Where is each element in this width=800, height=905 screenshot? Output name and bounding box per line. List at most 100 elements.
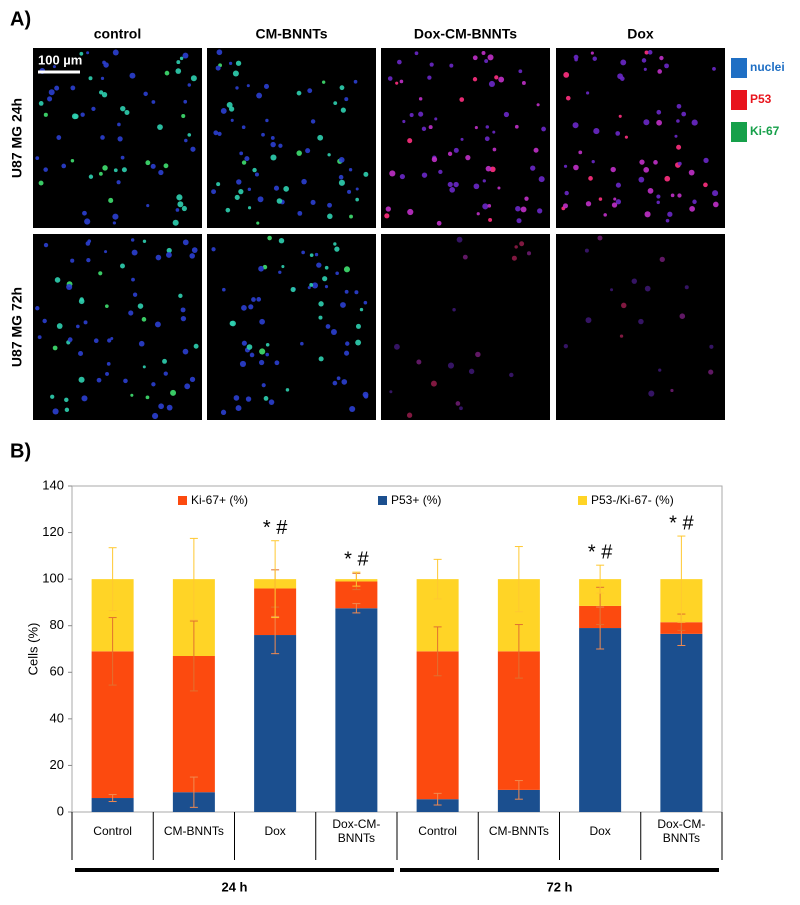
cell: [355, 197, 359, 202]
cell: [54, 277, 61, 283]
cell: [145, 160, 151, 166]
y-tick-label: 0: [57, 803, 64, 818]
cell: [416, 359, 422, 365]
cell: [418, 111, 424, 117]
cell: [314, 252, 319, 257]
legend-label: nuclei: [750, 60, 785, 74]
cell: [151, 382, 156, 387]
cell: [247, 206, 252, 210]
cell: [476, 212, 480, 216]
cell: [644, 50, 649, 55]
cell: [563, 72, 570, 78]
cell: [166, 247, 172, 254]
cell: [105, 304, 109, 309]
cell: [473, 183, 480, 190]
x-tick-label: Dox-CM-BNNTs: [332, 817, 380, 845]
cell: [66, 283, 73, 291]
y-tick-label: 20: [50, 757, 64, 772]
cell: [245, 396, 252, 402]
cell: [537, 208, 543, 214]
cell: [158, 403, 164, 410]
cell: [484, 136, 490, 142]
cell: [341, 379, 348, 385]
cell: [146, 204, 150, 208]
cell: [475, 351, 481, 358]
x-tick-label: Dox: [589, 824, 610, 838]
cell: [664, 175, 671, 182]
panel-label: A): [10, 8, 31, 30]
legend-swatch: [578, 496, 587, 505]
cell: [263, 83, 270, 89]
column-header: CM-BNNTs: [255, 26, 327, 42]
cell: [220, 108, 227, 114]
cell: [258, 359, 265, 366]
cell: [316, 262, 322, 268]
cell: [679, 313, 686, 319]
cell: [449, 187, 456, 193]
cell: [447, 362, 455, 369]
cell: [348, 168, 353, 172]
cell: [273, 185, 280, 191]
cell: [355, 187, 359, 191]
cell: [257, 196, 264, 203]
cell: [327, 153, 331, 157]
cell: [128, 310, 134, 316]
cell: [142, 239, 147, 244]
cell: [643, 119, 650, 126]
cell: [430, 380, 437, 387]
cell: [427, 75, 432, 80]
cell: [578, 150, 583, 155]
x-tick-label: CM-BNNTs: [164, 824, 224, 838]
y-tick-label: 100: [42, 571, 64, 586]
cell: [130, 393, 134, 397]
cell: [222, 287, 226, 292]
cell: [503, 111, 510, 118]
cell: [332, 380, 338, 386]
cell: [657, 69, 662, 74]
cell: [261, 132, 265, 137]
cell: [211, 247, 216, 252]
group-label: 72 h: [546, 879, 572, 894]
cell: [465, 155, 471, 161]
cell: [244, 156, 250, 162]
cell: [234, 194, 240, 200]
cell: [78, 351, 84, 357]
cell: [656, 119, 662, 126]
cell: [180, 315, 187, 322]
cell: [70, 85, 76, 91]
cell: [389, 390, 393, 394]
cell: [449, 63, 454, 68]
row-header: U87 MG 72h: [9, 287, 25, 367]
cell: [584, 248, 589, 253]
cell: [137, 303, 144, 309]
cell: [399, 173, 405, 180]
cell: [98, 171, 103, 176]
cell: [270, 136, 275, 140]
cell: [688, 169, 695, 176]
y-tick-label: 40: [50, 710, 64, 725]
y-tick-label: 80: [50, 617, 64, 632]
cell: [64, 407, 70, 413]
cell: [648, 390, 655, 397]
legend-label: P53+ (%): [391, 493, 441, 507]
cell: [228, 106, 235, 112]
cell: [656, 194, 661, 199]
cell: [659, 55, 664, 61]
cell: [394, 343, 400, 350]
cell: [81, 395, 88, 402]
cell: [436, 220, 442, 226]
micrograph: [556, 48, 725, 228]
bar-segment: [416, 799, 459, 812]
cell: [385, 206, 391, 212]
cell: [615, 199, 622, 205]
cell: [35, 306, 40, 311]
cell: [181, 113, 186, 119]
cell: [347, 189, 352, 194]
cell: [230, 118, 234, 122]
cell: [492, 130, 496, 134]
cell: [112, 49, 119, 56]
cell: [157, 124, 163, 131]
cell: [327, 213, 333, 220]
cell: [526, 251, 532, 256]
cell: [593, 127, 600, 135]
